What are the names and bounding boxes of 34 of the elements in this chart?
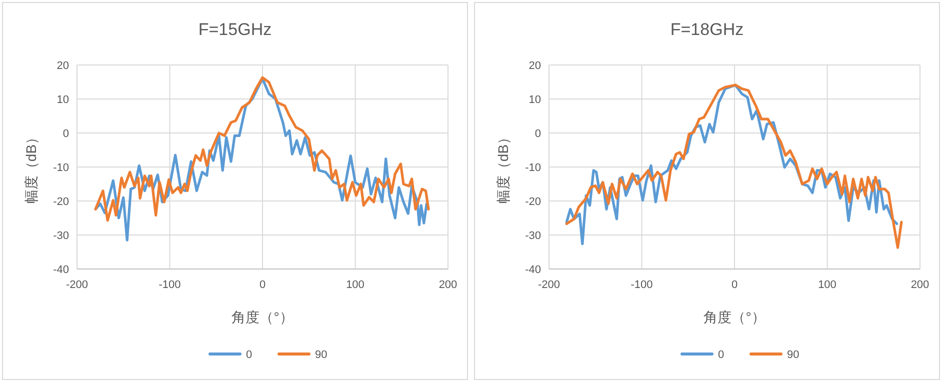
legend-label: 90 bbox=[787, 349, 800, 361]
x-axis-title: 角度（°） bbox=[232, 309, 294, 325]
y-tick-label: -10 bbox=[53, 162, 69, 174]
y-tick-label: -30 bbox=[53, 230, 69, 242]
y-tick-label: 0 bbox=[534, 128, 541, 140]
x-tick-label: 0 bbox=[259, 279, 266, 291]
y-tick-label: 20 bbox=[56, 60, 69, 72]
y-tick-label: -10 bbox=[525, 162, 541, 174]
x-tick-label: -100 bbox=[630, 279, 653, 291]
chart-title: F=15GHz bbox=[198, 20, 272, 39]
x-tick-label: 100 bbox=[818, 279, 836, 291]
y-axis-title: 幅度（dB） bbox=[495, 130, 511, 204]
x-tick-label: 0 bbox=[731, 279, 738, 291]
y-tick-label: 20 bbox=[528, 60, 541, 72]
y-tick-label: 0 bbox=[62, 128, 69, 140]
y-tick-label: 10 bbox=[56, 94, 69, 106]
y-tick-label: -20 bbox=[53, 196, 69, 208]
legend-label: 90 bbox=[315, 349, 328, 361]
chart-title: F=18GHz bbox=[670, 20, 744, 39]
x-axis-title: 角度（°） bbox=[704, 309, 766, 325]
x-tick-label: 200 bbox=[438, 279, 458, 291]
x-tick-label: -200 bbox=[66, 279, 88, 291]
legend-label: 0 bbox=[246, 349, 252, 361]
y-tick-label: -20 bbox=[525, 196, 541, 208]
y-tick-label: 10 bbox=[528, 94, 541, 106]
legend-label: 0 bbox=[718, 349, 724, 361]
y-tick-label: -40 bbox=[525, 264, 541, 276]
y-tick-label: -40 bbox=[53, 264, 69, 276]
x-tick-label: -200 bbox=[538, 279, 560, 291]
x-tick-label: 200 bbox=[910, 279, 930, 291]
y-tick-label: -30 bbox=[525, 230, 541, 242]
x-tick-label: 100 bbox=[346, 279, 364, 291]
y-axis-title: 幅度（dB） bbox=[23, 130, 39, 204]
x-tick-label: -100 bbox=[158, 279, 181, 291]
